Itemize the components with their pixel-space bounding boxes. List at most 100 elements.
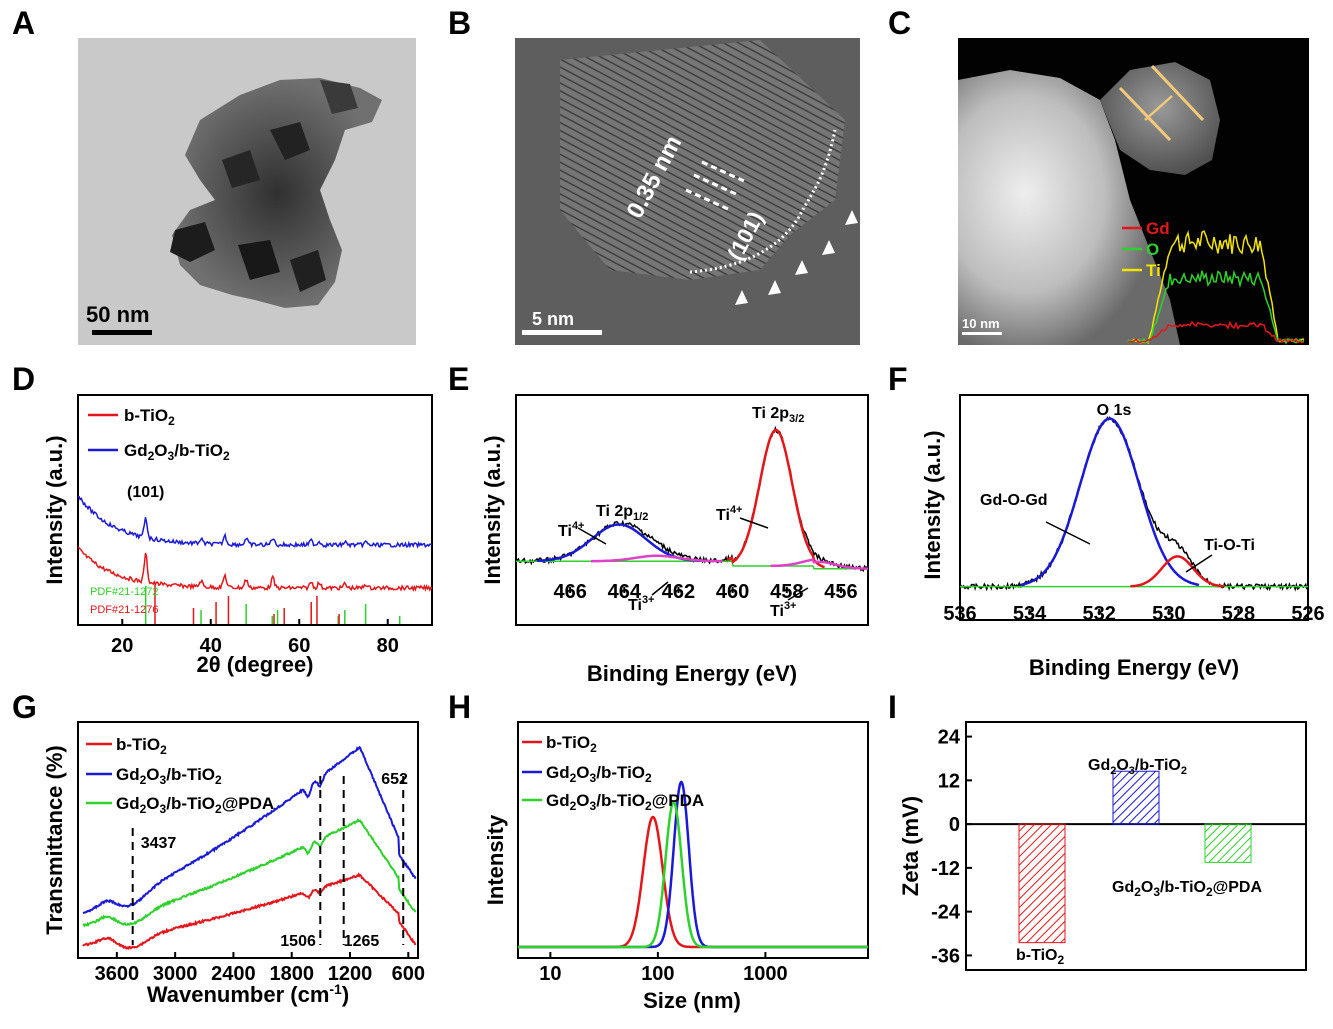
x-tick-label: 60 — [288, 635, 310, 657]
legend-d: b-TiO2 Gd2O3/b-TiO2 — [88, 406, 230, 463]
x-tick-label: 466 — [553, 581, 586, 603]
fit-peak-529.75 — [1130, 555, 1225, 588]
x-ticks-h: 10 100 1000 — [539, 952, 788, 985]
x-axis-label-d: 2θ (degree) — [196, 652, 313, 677]
plot-frame-d — [77, 394, 433, 626]
y-tick-label: -36 — [931, 945, 960, 967]
series-b-tio2 — [77, 546, 433, 593]
x-tick-label: 600 — [392, 963, 425, 985]
x-axis-label-g: Wavenumber (cm-1) — [147, 981, 349, 1007]
y-axis-label-e: Intensity (a.u.) — [480, 435, 505, 584]
x-tick-label: 528 — [1222, 603, 1255, 625]
y-axis-label-g: Transmittance (%) — [42, 745, 67, 935]
ftir-markers: 3437 1506 1265 652 — [131, 771, 408, 950]
panel-e: E 466 464 462 460 458 456 Binding Energy (eV)… — [448, 361, 869, 686]
panel-h: H 10 100 1000 Size (nm) Intensity b-TiO2 G… — [448, 689, 869, 1013]
ti-o-ti-label: Ti-O-Ti — [1204, 537, 1255, 554]
bar-label-btio2: b-TiO2 — [1016, 947, 1064, 967]
panel-g: G 3600 3000 2400 1800 1200 600 Wavenumber (cm… — [12, 689, 425, 1007]
scale-bar-text-b: 5 nm — [532, 309, 574, 329]
panel-label-e: E — [448, 361, 469, 397]
zeta-bars — [966, 770, 1306, 944]
legend-ti: Ti — [1146, 261, 1161, 280]
nanoparticle-cluster — [170, 78, 382, 308]
x-tick-label: 460 — [716, 581, 749, 603]
panel-c: C Gd O Ti 10 nm — [888, 5, 1309, 345]
panel-b: B 0.35 nm (101) 5 nm — [448, 5, 860, 345]
x-tick-label: 1200 — [328, 963, 373, 985]
x-tick-label: 10 — [539, 963, 561, 985]
scale-bar-b — [522, 330, 602, 335]
raw-data — [515, 425, 869, 573]
x-tick-label: 534 — [1013, 603, 1047, 625]
ftir-curves — [82, 745, 417, 951]
series-gd2o3-b-tio2-pda — [82, 818, 417, 928]
panel-label-a: A — [12, 5, 35, 41]
y-axis-label-i: Zeta (mV) — [898, 796, 923, 896]
series-gd2o3-b-tio2 — [82, 745, 417, 914]
x-tick-label: 3000 — [153, 963, 198, 985]
x-tick-label: 462 — [662, 581, 695, 603]
series-gd2o3-b-tio2 — [77, 495, 433, 549]
fit-peak-531.7 — [1020, 417, 1200, 587]
plot-frame-i — [965, 721, 1307, 971]
legend-g-btio2: b-TiO2 — [116, 735, 167, 757]
legend-h-gd2o3: Gd2O3/b-TiO2 — [546, 763, 652, 785]
x-tick-label: 458 — [770, 581, 803, 603]
marker-label-1265: 1265 — [344, 933, 380, 950]
xps-ti2p-curves — [515, 425, 869, 573]
x-ticks-g: 3600 3000 2400 1800 1200 600 — [95, 952, 425, 985]
pdf-1272-label: PDF#21-1272 — [90, 586, 159, 598]
marker-label-652: 652 — [381, 771, 408, 788]
x-tick-label: 3600 — [95, 963, 140, 985]
plot-frame-g — [77, 721, 419, 959]
y-tick-label: 24 — [938, 727, 961, 749]
xrd-curves — [77, 495, 433, 624]
x-tick-label: 530 — [1152, 603, 1185, 625]
bar-0 — [1018, 823, 1066, 944]
x-tick-label: 20 — [111, 635, 133, 657]
ti2p32-label: Ti 2p3/2 — [752, 405, 804, 425]
profile-ti — [1127, 230, 1305, 345]
panel-d: D 20 40 60 80 2θ (degree) Intensity (a.u.) … — [12, 361, 433, 677]
ti2p12-label: Ti 2p1/2 — [596, 503, 648, 523]
x-tick-label: 526 — [1291, 603, 1324, 625]
y-axis-label-h: Intensity — [483, 814, 508, 905]
panel-label-g: G — [12, 689, 37, 725]
fit-peak-462.8 — [591, 554, 723, 563]
x-tick-label: 2400 — [211, 963, 256, 985]
bar-1 — [1112, 770, 1160, 825]
x-axis-label-h: Size (nm) — [643, 988, 741, 1013]
x-tick-label: 1000 — [743, 963, 788, 985]
plot-frame-e — [515, 394, 869, 626]
ti4plus-label-2: Ti4+ — [716, 504, 742, 524]
legend-h-btio2: b-TiO2 — [546, 733, 597, 755]
scale-bar-c — [962, 332, 1002, 335]
dls-curves — [518, 780, 868, 949]
x-ticks-d: 20 40 60 80 — [111, 619, 399, 657]
o1s-label: O 1s — [1097, 402, 1132, 419]
x-tick-label: 100 — [641, 963, 674, 985]
panel-f: F 536 534 532 530 528 526 Binding Energy (eV)… — [888, 361, 1325, 680]
legend-o: O — [1146, 240, 1159, 259]
ti3plus-label-1: Ti3+ — [628, 594, 654, 614]
y-tick-label: -12 — [931, 858, 960, 880]
legend-g-gd2o3: Gd2O3/b-TiO2 — [116, 765, 222, 787]
legend-g-pda: Gd2O3/b-TiO2@PDA — [116, 794, 274, 816]
y-tick-label: -24 — [931, 902, 961, 924]
panel-a: A 50 nm — [12, 5, 416, 345]
line-scan-profiles — [1127, 230, 1305, 345]
x-tick-label: 532 — [1083, 603, 1116, 625]
plot-frame-f — [959, 394, 1309, 621]
marker-label-1506: 1506 — [280, 933, 316, 950]
bar-2 — [1204, 823, 1252, 863]
series-2 — [518, 800, 868, 949]
panel-label-c: C — [888, 5, 911, 41]
x-axis-label-f: Binding Energy (eV) — [1029, 655, 1239, 680]
pdf-1276-label: PDF#21-1276 — [90, 604, 159, 616]
y-axis-label-f: Intensity (a.u.) — [920, 430, 945, 579]
y-tick-label: 0 — [949, 814, 960, 836]
legend-gd: Gd — [1146, 219, 1170, 238]
